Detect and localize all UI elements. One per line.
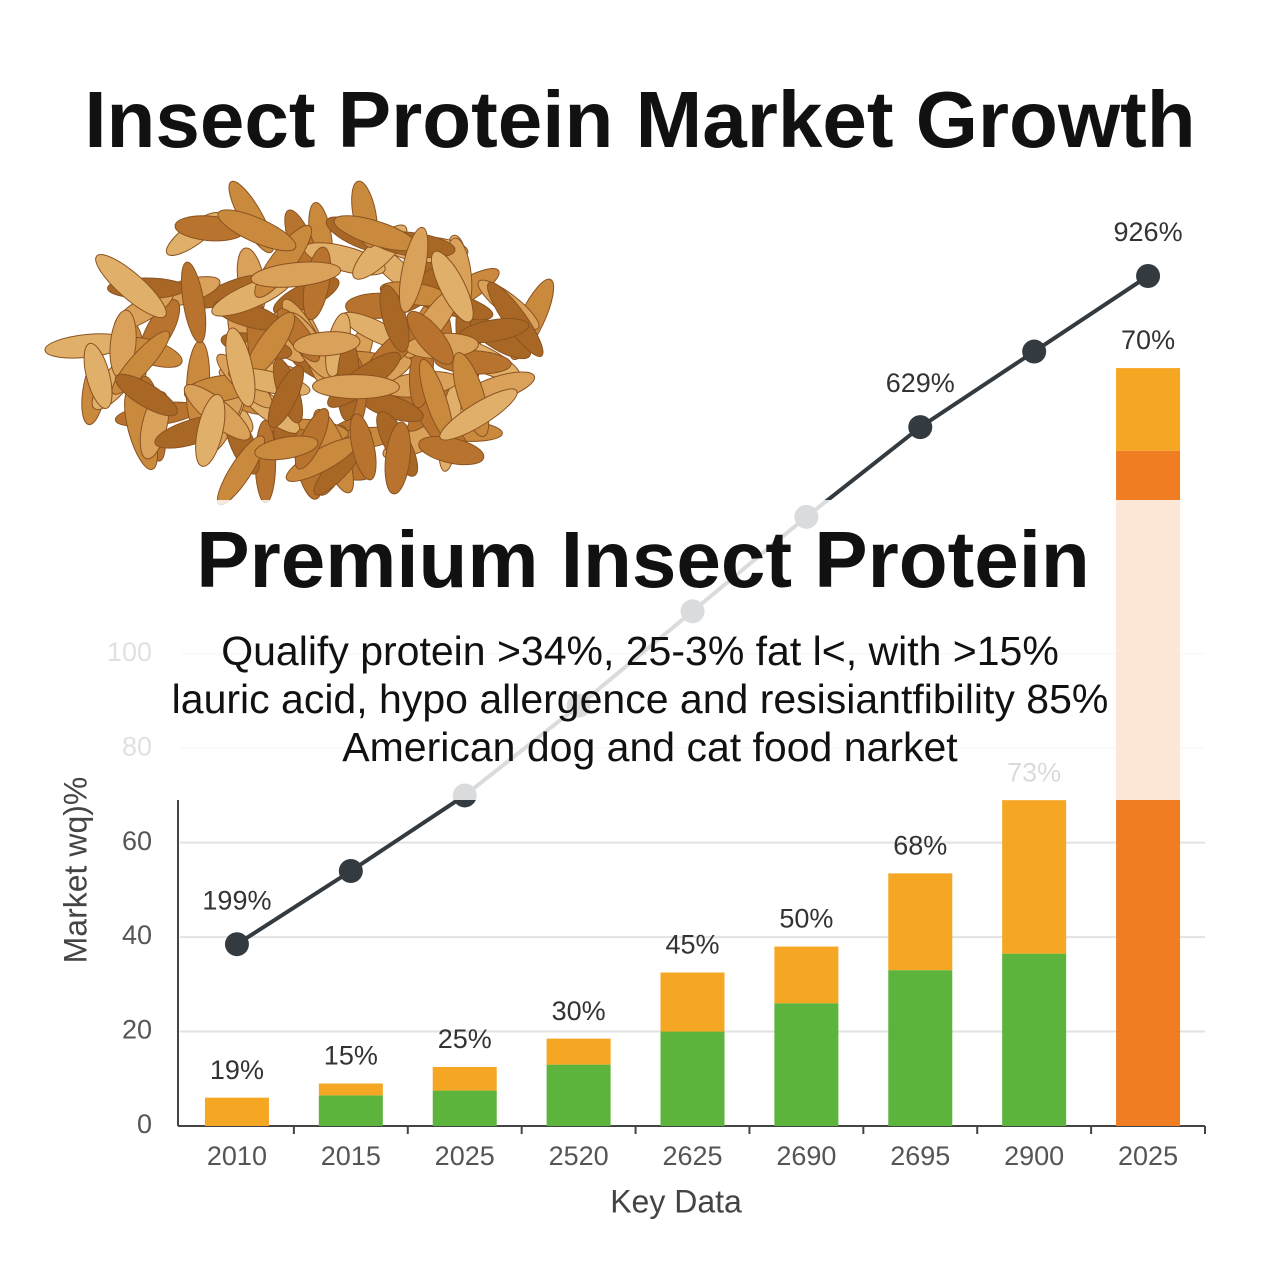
- bar-segment: [1002, 953, 1067, 1126]
- x-tick-label: 2025: [435, 1141, 495, 1171]
- bar-label: 25%: [438, 1024, 492, 1054]
- x-tick-label: 2520: [549, 1141, 609, 1171]
- y-tick-label: 60: [122, 826, 152, 856]
- line-point: [338, 859, 363, 883]
- insect: [250, 261, 342, 288]
- y-tick-label: 40: [122, 920, 152, 950]
- bar-label: 15%: [324, 1041, 378, 1071]
- insect: [267, 364, 304, 428]
- x-tick-label: 2025: [1118, 1141, 1178, 1171]
- insect: [95, 254, 167, 319]
- line-point: [224, 932, 249, 957]
- x-tick-label: 2695: [890, 1141, 950, 1171]
- bar-label: 45%: [665, 930, 719, 960]
- bar-segment: [774, 1003, 839, 1126]
- bar-label: 70%: [1121, 325, 1175, 355]
- insect: [114, 373, 178, 417]
- insect: [180, 261, 207, 344]
- y-tick-label: 0: [137, 1109, 152, 1139]
- insect: [430, 250, 474, 323]
- subtitle: Premium Insect Protein: [196, 515, 1090, 604]
- x-tick-label: 2900: [1004, 1141, 1064, 1171]
- bar-segment: [432, 1066, 497, 1091]
- y-tick-label: 20: [122, 1015, 152, 1045]
- bar-label: 50%: [779, 904, 833, 934]
- annotation: lauric acid, hypo allergence and resisia…: [172, 676, 1109, 722]
- x-tick-label: 2015: [321, 1141, 381, 1171]
- bar-segment: [318, 1083, 383, 1096]
- insect: [195, 393, 226, 467]
- bar-segment: [1002, 800, 1067, 954]
- annotation: American dog and cat food narket: [342, 724, 958, 770]
- bar-segment: [432, 1090, 497, 1126]
- insect: [312, 374, 400, 400]
- insect: [254, 435, 319, 461]
- x-tick-label: 2010: [207, 1141, 267, 1171]
- bar-label: 68%: [893, 830, 947, 860]
- point-label: 199%: [202, 885, 271, 915]
- insect: [379, 284, 410, 353]
- insect: [217, 209, 297, 252]
- text-panel: [0, 500, 1280, 800]
- point-label: 629%: [886, 368, 955, 398]
- insect-pile: [44, 180, 555, 506]
- bar-segment: [318, 1095, 383, 1126]
- bar-label: 30%: [552, 996, 606, 1026]
- x-axis-label: Key Data: [610, 1183, 742, 1219]
- line-point: [1022, 339, 1047, 364]
- line-point: [1136, 264, 1161, 288]
- insect: [406, 310, 454, 365]
- insect: [349, 413, 377, 481]
- bar-segment: [204, 1097, 269, 1126]
- insect: [384, 421, 412, 495]
- x-tick-label: 2690: [776, 1141, 836, 1171]
- bar-segment: [660, 1031, 725, 1126]
- bar-label: 19%: [210, 1055, 264, 1085]
- bar-segment: [1116, 368, 1181, 451]
- bar-segment: [888, 970, 953, 1126]
- y-axis-label: Market wq)%: [57, 777, 93, 964]
- point-label: 926%: [1114, 217, 1183, 247]
- chart-title: Insect Protein Market Growth: [84, 75, 1195, 164]
- insect: [83, 342, 113, 409]
- line-point: [908, 415, 933, 440]
- x-tick-label: 2625: [662, 1141, 722, 1171]
- insect: [292, 331, 361, 357]
- insect: [439, 388, 518, 441]
- insect: [398, 226, 429, 313]
- bar-segment: [546, 1064, 611, 1126]
- insect: [225, 327, 256, 407]
- annotation: Qualify protein >34%, 25-3% fat l<, with…: [221, 628, 1059, 674]
- bar-segment: [888, 873, 953, 971]
- bar-segment: [546, 1038, 611, 1065]
- bar-segment: [660, 972, 725, 1032]
- bar-segment: [774, 946, 839, 1004]
